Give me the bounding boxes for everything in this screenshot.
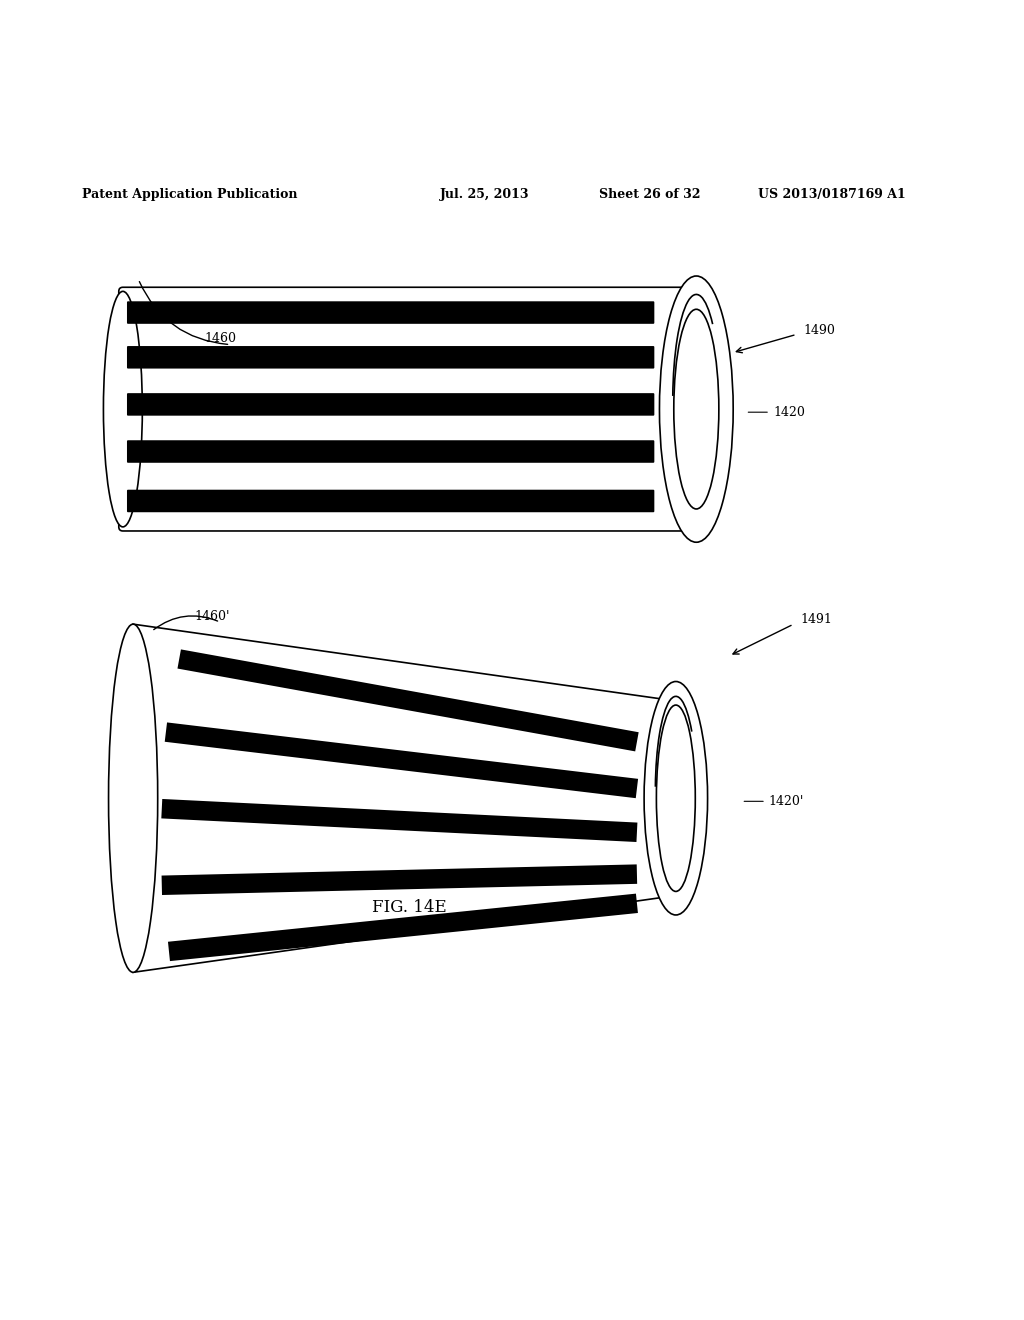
- FancyBboxPatch shape: [127, 301, 654, 323]
- Text: FIG. 14D: FIG. 14D: [372, 496, 447, 513]
- Text: Jul. 25, 2013: Jul. 25, 2013: [440, 187, 529, 201]
- Polygon shape: [162, 865, 637, 895]
- Ellipse shape: [644, 681, 708, 915]
- FancyBboxPatch shape: [127, 346, 654, 368]
- FancyBboxPatch shape: [119, 288, 700, 531]
- Ellipse shape: [103, 292, 142, 527]
- Polygon shape: [168, 894, 638, 961]
- FancyBboxPatch shape: [127, 441, 654, 463]
- Text: 1460': 1460': [195, 610, 230, 623]
- Text: Sheet 26 of 32: Sheet 26 of 32: [599, 187, 700, 201]
- Ellipse shape: [659, 276, 733, 543]
- Text: 1460: 1460: [205, 331, 237, 345]
- Polygon shape: [133, 624, 676, 973]
- Ellipse shape: [674, 309, 719, 510]
- Ellipse shape: [656, 705, 695, 891]
- Text: US 2013/0187169 A1: US 2013/0187169 A1: [758, 187, 905, 201]
- Polygon shape: [165, 722, 638, 799]
- Text: FIG. 14E: FIG. 14E: [373, 899, 446, 916]
- Polygon shape: [162, 799, 637, 842]
- Text: 1491: 1491: [801, 612, 833, 626]
- Text: 1420: 1420: [773, 405, 805, 418]
- Text: Patent Application Publication: Patent Application Publication: [82, 187, 297, 201]
- FancyBboxPatch shape: [127, 490, 654, 512]
- Text: 1490: 1490: [804, 323, 836, 337]
- Text: 1420': 1420': [768, 795, 804, 808]
- Ellipse shape: [109, 624, 158, 973]
- Polygon shape: [177, 649, 639, 751]
- FancyBboxPatch shape: [127, 393, 654, 416]
